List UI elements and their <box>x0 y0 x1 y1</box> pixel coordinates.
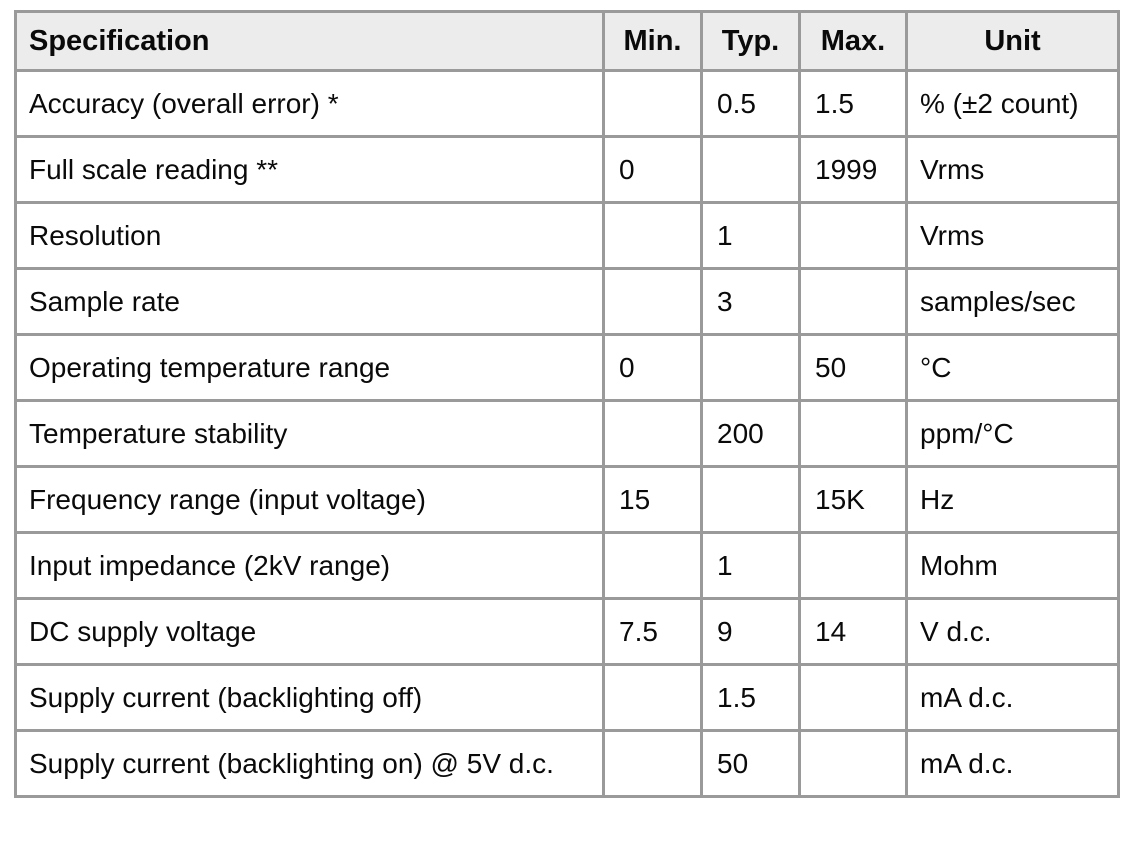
cell-max: 15K <box>798 465 908 534</box>
cell-min <box>602 399 703 468</box>
table-body: Accuracy (overall error) * 0.5 1.5 % (±2… <box>14 69 1120 798</box>
cell-specification: DC supply voltage <box>14 597 605 666</box>
cell-typ <box>700 135 801 204</box>
cell-unit: Vrms <box>905 201 1120 270</box>
cell-unit: °C <box>905 333 1120 402</box>
column-header-specification: Specification <box>14 10 605 72</box>
table-row: Temperature stability 200 ppm/°C <box>14 399 1120 468</box>
cell-max: 1.5 <box>798 69 908 138</box>
cell-specification: Operating temperature range <box>14 333 605 402</box>
cell-specification: Full scale reading ** <box>14 135 605 204</box>
cell-max <box>798 663 908 732</box>
cell-typ: 50 <box>700 729 801 798</box>
cell-unit: samples/sec <box>905 267 1120 336</box>
cell-max: 14 <box>798 597 908 666</box>
table-row: Supply current (backlighting on) @ 5V d.… <box>14 729 1120 798</box>
header-row: Specification Min. Typ. Max. Unit <box>14 10 1120 72</box>
cell-unit: V d.c. <box>905 597 1120 666</box>
cell-max: 50 <box>798 333 908 402</box>
cell-max <box>798 531 908 600</box>
cell-specification: Supply current (backlighting off) <box>14 663 605 732</box>
cell-max <box>798 201 908 270</box>
cell-specification: Input impedance (2kV range) <box>14 531 605 600</box>
cell-unit: Hz <box>905 465 1120 534</box>
cell-min <box>602 69 703 138</box>
cell-typ: 9 <box>700 597 801 666</box>
cell-unit: mA d.c. <box>905 729 1120 798</box>
specification-table: Specification Min. Typ. Max. Unit Accura… <box>14 10 1120 798</box>
table-row: Frequency range (input voltage) 15 15K H… <box>14 465 1120 534</box>
cell-typ: 3 <box>700 267 801 336</box>
cell-specification: Accuracy (overall error) * <box>14 69 605 138</box>
cell-unit: Mohm <box>905 531 1120 600</box>
cell-typ: 1 <box>700 201 801 270</box>
cell-typ <box>700 465 801 534</box>
cell-min: 15 <box>602 465 703 534</box>
column-header-unit: Unit <box>905 10 1120 72</box>
table-header: Specification Min. Typ. Max. Unit <box>14 10 1120 72</box>
column-header-max: Max. <box>798 10 908 72</box>
cell-specification: Supply current (backlighting on) @ 5V d.… <box>14 729 605 798</box>
cell-unit: ppm/°C <box>905 399 1120 468</box>
cell-min <box>602 267 703 336</box>
cell-typ: 1 <box>700 531 801 600</box>
cell-max: 1999 <box>798 135 908 204</box>
cell-specification: Frequency range (input voltage) <box>14 465 605 534</box>
column-header-min: Min. <box>602 10 703 72</box>
cell-typ: 1.5 <box>700 663 801 732</box>
cell-max <box>798 729 908 798</box>
table-row: Operating temperature range 0 50 °C <box>14 333 1120 402</box>
cell-typ: 0.5 <box>700 69 801 138</box>
cell-min: 7.5 <box>602 597 703 666</box>
table-row: Accuracy (overall error) * 0.5 1.5 % (±2… <box>14 69 1120 138</box>
cell-max <box>798 267 908 336</box>
cell-specification: Sample rate <box>14 267 605 336</box>
cell-specification: Resolution <box>14 201 605 270</box>
cell-unit: Vrms <box>905 135 1120 204</box>
table-row: Input impedance (2kV range) 1 Mohm <box>14 531 1120 600</box>
cell-typ: 200 <box>700 399 801 468</box>
table-row: Sample rate 3 samples/sec <box>14 267 1120 336</box>
cell-min <box>602 729 703 798</box>
table-row: Full scale reading ** 0 1999 Vrms <box>14 135 1120 204</box>
cell-min <box>602 201 703 270</box>
table-row: Resolution 1 Vrms <box>14 201 1120 270</box>
cell-min: 0 <box>602 135 703 204</box>
cell-specification: Temperature stability <box>14 399 605 468</box>
column-header-typ: Typ. <box>700 10 801 72</box>
cell-typ <box>700 333 801 402</box>
cell-unit: % (±2 count) <box>905 69 1120 138</box>
cell-unit: mA d.c. <box>905 663 1120 732</box>
cell-max <box>798 399 908 468</box>
table-row: Supply current (backlighting off) 1.5 mA… <box>14 663 1120 732</box>
cell-min <box>602 531 703 600</box>
cell-min: 0 <box>602 333 703 402</box>
table-row: DC supply voltage 7.5 9 14 V d.c. <box>14 597 1120 666</box>
cell-min <box>602 663 703 732</box>
